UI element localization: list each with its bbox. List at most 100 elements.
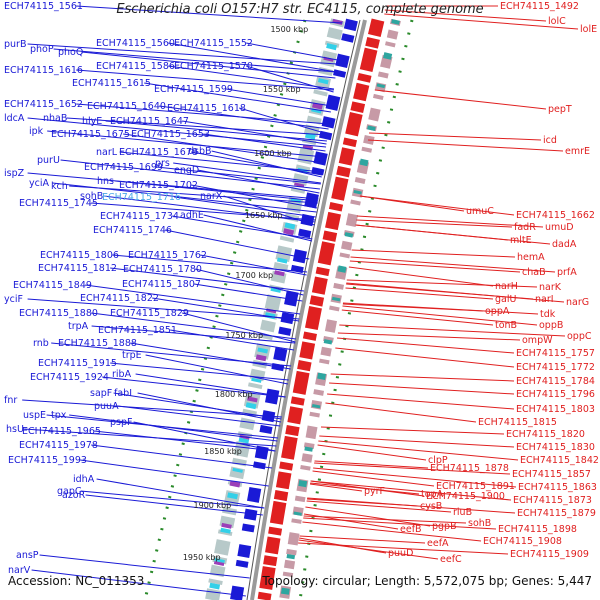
gene-label-ech74115-1812: ECH74115_1812 (38, 263, 117, 274)
leader-line (355, 224, 551, 245)
leader-line (27, 298, 300, 320)
gene-label-ech74115-1891: ECH74115_1891 (436, 481, 515, 492)
gene-label-lole: lolE (580, 24, 597, 35)
kbp-label: 1750 kbp (225, 331, 263, 340)
gene-label-ech74115-1618: ECH74115_1618 (167, 103, 246, 114)
gene-label-ech74115-1652: ECH74115_1652 (4, 99, 83, 110)
kbp-label: 1650 kbp (245, 211, 283, 220)
kbp-label: 1600 kbp (254, 149, 292, 158)
leader-line (310, 480, 512, 501)
gene-label-idha: idhA (73, 474, 95, 485)
gene-label-nari: narI (535, 294, 554, 305)
gene-label-ech74115-1560: ECH74115_1560 (96, 38, 175, 49)
leader-line (76, 5, 343, 24)
gene-label-ech74115-1552: ECH74115_1552 (174, 38, 253, 49)
leader-line (335, 347, 515, 368)
leader-line (145, 354, 289, 385)
leader-line (69, 414, 278, 442)
leader-line (337, 337, 515, 354)
gene-label-fadr: fadR (514, 222, 536, 233)
leader-line (80, 490, 265, 509)
leader-line (123, 133, 324, 164)
gene-label-ech74115-1880: ECH74115_1880 (19, 308, 98, 319)
forward-gene-track (230, 18, 358, 600)
leader-line (191, 184, 318, 209)
gene-label-clpp: clpP (428, 455, 448, 466)
leader-line (350, 256, 556, 273)
leader-line (314, 462, 511, 475)
leader-line (314, 460, 429, 469)
gene-label-ech74115-1772: ECH74115_1772 (516, 362, 595, 373)
leader-line (203, 214, 313, 242)
leader-line (105, 120, 327, 142)
gene-label-engd: engD (174, 165, 199, 176)
leader-line (115, 180, 319, 202)
leader-line (318, 440, 519, 461)
kbp-label: 1900 kbp (194, 501, 232, 510)
leader-line (306, 500, 452, 513)
leader-line (368, 132, 542, 141)
gene-label-ech74115-1640: ECH74115_1640 (87, 101, 166, 112)
gene-label-ech74115-1900: ECH74115_1900 (426, 491, 505, 502)
leader-line (337, 332, 521, 341)
kbp-label: 1700 kbp (235, 271, 273, 280)
gene-label-ech74115-1888: ECH74115_1888 (58, 338, 137, 349)
gene-label-ech74115-1734: ECH74115_1734 (100, 211, 179, 222)
gene-label-umud: umuD (545, 222, 574, 233)
leader-line (194, 283, 303, 302)
leader-line (94, 430, 276, 452)
gene-label-ech74115-1780: ECH74115_1780 (123, 264, 202, 275)
leader-line (144, 82, 331, 113)
gene-label-ipk: ipk (29, 126, 44, 137)
leader-line (27, 117, 327, 148)
leader-line (91, 444, 273, 469)
leader-line (320, 426, 505, 435)
feature-tracks (143, 18, 414, 600)
leader-line (197, 169, 320, 194)
gene-label-puud: puuD (388, 548, 413, 559)
leader-line (60, 159, 321, 190)
gene-label-ansp: ansP (16, 550, 39, 561)
leader-line (348, 266, 494, 287)
leader-line (359, 195, 515, 216)
gene-label-ech74115-1586: ECH74115_1586 (96, 61, 175, 72)
leader-line (135, 373, 286, 398)
gene-label-oppb: oppB (539, 320, 563, 331)
leader-line (302, 521, 482, 542)
leader-line (91, 202, 316, 221)
gene-label-narv: narV (8, 565, 31, 576)
gene-label-fabi: fabI (114, 388, 132, 399)
leader-line (81, 51, 336, 79)
leader-line (309, 483, 363, 492)
leader-line (374, 89, 547, 110)
leader-line (76, 69, 334, 91)
gene-label-purb: purB (4, 39, 26, 50)
gene-label-pept: pepT (548, 104, 572, 115)
leader-line (312, 470, 435, 487)
leader-line (102, 376, 286, 398)
leader-line (346, 279, 538, 288)
leader-line (152, 297, 300, 322)
gene-label-lolc: lolC (548, 16, 566, 27)
leader-line (368, 139, 564, 152)
leader-line (346, 282, 565, 303)
gene-label-ech74115-1699: ECH74115_1699 (84, 162, 163, 173)
gene-label-prs: prs (155, 158, 170, 169)
leader-line (246, 42, 338, 61)
gene-label-ech74115-1803: ECH74115_1803 (516, 404, 595, 415)
gene-label-ech74115-1898: ECH74115_1898 (498, 524, 577, 535)
leader-line (110, 362, 289, 381)
leader-line (298, 539, 439, 560)
leader-line (96, 478, 265, 509)
gene-label-ech74115-1806: ECH74115_1806 (40, 250, 119, 261)
gene-label-uspe: uspE (23, 410, 46, 421)
gene-label-ech74115-1702: ECH74115_1702 (119, 180, 198, 191)
leader-line (211, 150, 322, 178)
leader-line (47, 130, 325, 158)
leader-line (299, 535, 426, 544)
leader-line (133, 421, 276, 452)
leader-line (168, 65, 335, 90)
leader-line (246, 65, 334, 93)
leader-line (27, 172, 319, 200)
gene-label-pyrf: pyrF (364, 486, 385, 497)
